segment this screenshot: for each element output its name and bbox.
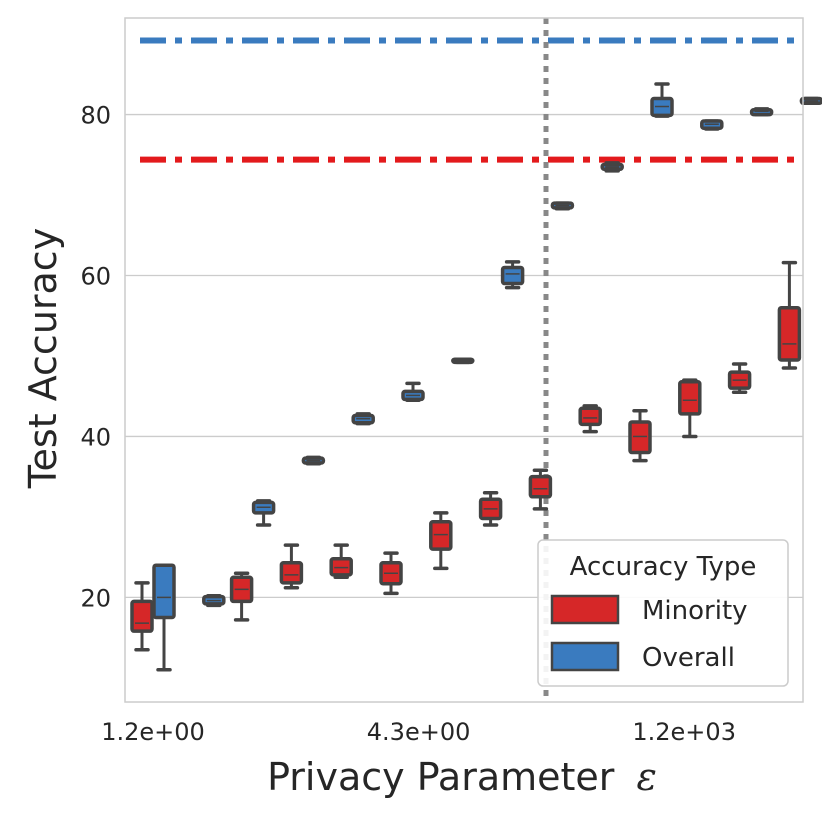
box-body [279,561,304,585]
box-overall [401,381,425,402]
x-tick-labels: 1.2e+004.3e+001.2e+033.3e+08 [101,718,736,746]
x-tick-label: 1.2e+03 [632,718,736,746]
box-overall [550,201,575,211]
box-minority [329,543,353,580]
x-axis-title: Privacy Parameter ε [267,755,657,799]
box-overall [152,563,176,672]
box-overall [600,161,624,173]
x-axis-title-symbol: ε [637,755,657,799]
legend-label-minority: Minority [642,596,748,626]
box-overall [351,412,375,426]
box-overall [451,357,475,365]
legend-title: Accuracy Type [570,552,757,582]
box-body [329,557,353,577]
box-body [749,107,774,117]
box-body [528,474,553,499]
box-minority [279,543,304,590]
box-overall [749,107,774,117]
box-minority [578,404,602,434]
legend: Accuracy Type Minority Overall [537,539,789,687]
x-tick-label: 1.2e+00 [101,718,205,746]
box-minority [628,408,652,463]
box-overall [500,260,525,290]
legend-swatch-minority [550,594,620,625]
box-body [628,420,652,455]
box-minority [727,362,752,394]
box-body [777,305,802,362]
box-overall [202,594,226,608]
box-overall [799,96,822,106]
box-overall [251,499,276,527]
box-minority [429,511,453,571]
box-overall [700,119,724,131]
box-minority [229,571,254,622]
box-body [429,519,453,551]
reference-lines [140,37,796,163]
y-tick-label: 60 [80,263,111,291]
box-minority [678,378,702,439]
box-body [152,563,176,620]
y-axis-title: Test Accuracy [21,228,65,489]
legend-swatch-overall [550,641,620,672]
y-tick-label: 40 [80,423,111,451]
box-body [500,265,525,286]
box-minority [478,491,503,527]
box-minority [130,581,154,652]
box-minority [777,260,802,370]
x-axis-title-text: Privacy Parameter [267,755,615,799]
box-overall [650,82,674,118]
y-tick-labels: 20 40 60 80 [80,102,111,613]
box-body [130,599,154,633]
x-tick-label: 4.3e+00 [367,718,471,746]
legend-label-overall: Overall [642,643,735,673]
boxplots [130,82,822,672]
box-minority [528,468,553,511]
box-overall [301,455,326,466]
y-tick-label: 80 [80,102,111,130]
box-minority [379,551,403,596]
plot-frame [124,17,804,703]
box-body [578,406,602,427]
y-tick-label: 20 [80,584,111,612]
box-body [678,379,702,416]
